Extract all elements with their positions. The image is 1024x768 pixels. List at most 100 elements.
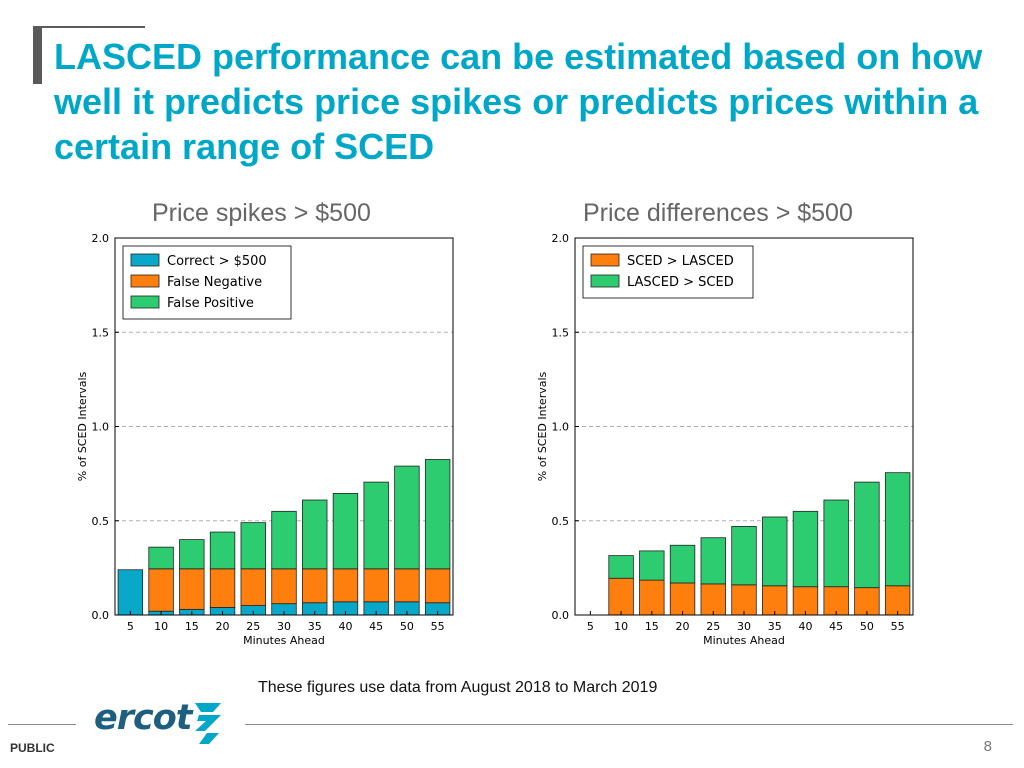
x-tick-label: 5 bbox=[587, 620, 594, 633]
plot-frame bbox=[574, 237, 914, 616]
x-tick-label: 15 bbox=[185, 620, 199, 633]
footnote: These figures use data from August 2018 … bbox=[258, 679, 658, 696]
x-axis-label: Minutes Ahead bbox=[243, 634, 325, 647]
bar-segment bbox=[608, 555, 634, 579]
bar-segment bbox=[148, 546, 174, 570]
x-tick-label: 20 bbox=[216, 620, 230, 633]
bar-segment bbox=[117, 569, 144, 616]
x-tick-label: 45 bbox=[369, 620, 383, 633]
bar-segment bbox=[394, 568, 420, 603]
x-tick-label: 5 bbox=[127, 620, 134, 633]
bar-segment bbox=[240, 522, 266, 570]
bar-segment bbox=[700, 583, 726, 616]
x-tick-label: 55 bbox=[891, 620, 905, 633]
bar-segment bbox=[762, 585, 788, 616]
bar-segment bbox=[639, 550, 665, 581]
legend-label: SCED > LASCED bbox=[627, 254, 734, 269]
bar-segment bbox=[394, 465, 420, 570]
legend-label: False Negative bbox=[167, 275, 262, 290]
bar-segment bbox=[179, 539, 205, 570]
bar-segment bbox=[209, 568, 236, 608]
y-tick-label: 1.5 bbox=[92, 326, 110, 339]
bar-segment bbox=[639, 579, 665, 616]
title-accent-bar bbox=[33, 26, 42, 84]
bar-segment bbox=[823, 499, 849, 588]
y-tick-label: 0.0 bbox=[552, 609, 570, 622]
x-tick-label: 40 bbox=[798, 620, 812, 633]
bar-segment bbox=[363, 481, 389, 570]
bar-segment bbox=[884, 585, 911, 616]
legend-swatch bbox=[590, 253, 620, 267]
logo-wordmark: ercot bbox=[94, 698, 193, 738]
plot-frame bbox=[114, 237, 454, 616]
bar-segment bbox=[179, 568, 205, 610]
ercot-logo: ercot bbox=[94, 698, 221, 744]
x-tick-label: 30 bbox=[737, 620, 751, 633]
bar-segment bbox=[148, 568, 174, 612]
bar-segment bbox=[731, 584, 757, 616]
x-tick-label: 35 bbox=[308, 620, 322, 633]
y-tick-label: 1.0 bbox=[552, 421, 570, 434]
x-tick-label: 25 bbox=[706, 620, 720, 633]
x-tick-label: 50 bbox=[400, 620, 414, 633]
y-tick-label: 2.0 bbox=[92, 232, 110, 245]
lightning-bolt-icon bbox=[195, 703, 221, 744]
bar-segment bbox=[240, 568, 266, 606]
x-axis-label: Minutes Ahead bbox=[703, 634, 785, 647]
x-tick-label: 50 bbox=[860, 620, 874, 633]
y-tick-label: 1.5 bbox=[552, 326, 570, 339]
bar-segment bbox=[363, 568, 389, 603]
bar-segment bbox=[854, 481, 880, 589]
bar-segment bbox=[792, 586, 819, 616]
x-tick-label: 30 bbox=[277, 620, 291, 633]
bar-segment bbox=[424, 568, 451, 604]
bar-segment bbox=[424, 459, 451, 570]
slide-title: LASCED performance can be estimated base… bbox=[54, 36, 983, 167]
bar-segment bbox=[332, 493, 359, 570]
page-number: 8 bbox=[983, 738, 992, 755]
bar-segment bbox=[209, 531, 236, 570]
bar-segment bbox=[271, 510, 297, 570]
price-differences-chart: 0.0 0.5 1.0 1.5 2.0 5 10 15 20 25 30 35 40 45 50 55 Minu… bbox=[536, 232, 914, 647]
x-tick-label: 40 bbox=[338, 620, 352, 633]
bar-segment bbox=[762, 516, 788, 587]
x-tick-label: 10 bbox=[154, 620, 168, 633]
bar-segment bbox=[669, 544, 696, 584]
bar-segment bbox=[854, 587, 880, 616]
bar-segment bbox=[884, 472, 911, 587]
y-tick-label: 0.5 bbox=[92, 515, 110, 528]
x-tick-label: 20 bbox=[676, 620, 690, 633]
bar-segment bbox=[302, 499, 328, 570]
chart-title-right: Price differences > $500 bbox=[583, 199, 853, 227]
chart-title-left: Price spikes > $500 bbox=[152, 199, 371, 227]
x-tick-label: 25 bbox=[246, 620, 260, 633]
x-tick-label: 45 bbox=[829, 620, 843, 633]
bar-segment bbox=[669, 582, 696, 616]
classification-label: PUBLIC bbox=[10, 741, 55, 755]
y-tick-label: 1.0 bbox=[92, 421, 110, 434]
bar-segment bbox=[608, 577, 634, 616]
legend-label: Correct > $500 bbox=[167, 254, 267, 269]
footer-rule-left bbox=[8, 724, 76, 725]
bar-segment bbox=[731, 526, 757, 586]
x-tick-label: 55 bbox=[431, 620, 445, 633]
bar-segment bbox=[700, 537, 726, 585]
bar-segment bbox=[271, 568, 297, 605]
legend-swatch bbox=[130, 253, 160, 267]
bar-segment bbox=[823, 586, 849, 616]
legend-swatch bbox=[130, 274, 160, 288]
bar-segment bbox=[302, 568, 328, 604]
legend-swatch bbox=[130, 295, 160, 309]
bar-segment bbox=[792, 510, 819, 588]
legend-label: LASCED > SCED bbox=[627, 275, 734, 290]
x-tick-label: 10 bbox=[614, 620, 628, 633]
legend-swatch bbox=[590, 274, 620, 288]
y-tick-label: 0.0 bbox=[92, 609, 110, 622]
bar-segment bbox=[332, 568, 359, 603]
x-tick-label: 15 bbox=[645, 620, 659, 633]
legend-label: False Positive bbox=[167, 296, 254, 311]
x-tick-label: 35 bbox=[768, 620, 782, 633]
title-accent-rule bbox=[33, 26, 145, 28]
y-tick-label: 2.0 bbox=[552, 232, 570, 245]
y-axis-label: % of SCED Intervals bbox=[76, 371, 89, 481]
